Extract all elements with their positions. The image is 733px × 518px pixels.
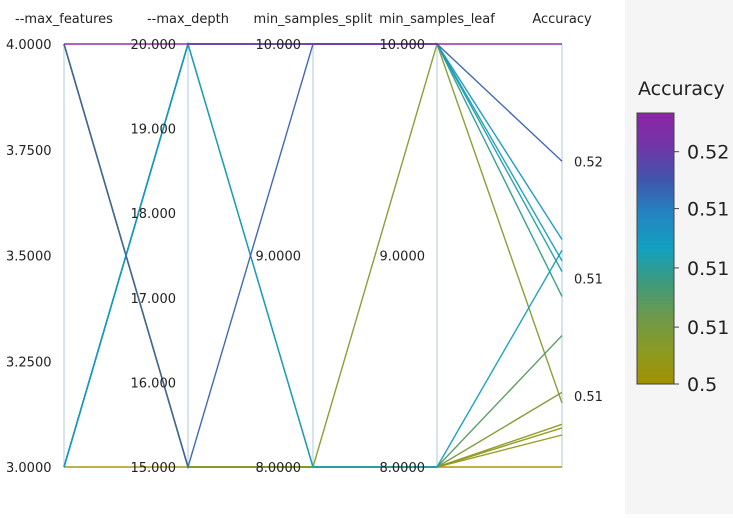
tick-label: 20.000 bbox=[131, 38, 177, 53]
colorbar-panel bbox=[625, 0, 733, 514]
tick-label: 17.000 bbox=[131, 292, 177, 307]
axis-title: min_samples_split bbox=[254, 12, 373, 27]
parallel-coordinates-svg: --max_features --max_depth min_samples_spl… bbox=[6, 12, 603, 476]
tick-label: 9.0000 bbox=[380, 250, 426, 265]
tick-label: 3.2500 bbox=[6, 355, 52, 370]
axis-title: --max_features bbox=[15, 12, 113, 27]
tick-label: 8.0000 bbox=[380, 461, 426, 476]
tick-label: 0.51 bbox=[574, 390, 603, 405]
tick-label: 3.5000 bbox=[6, 250, 52, 265]
tick-label: 10.000 bbox=[380, 38, 426, 53]
tick-label: 4.0000 bbox=[6, 38, 52, 53]
tick-label: 16.000 bbox=[131, 376, 177, 391]
tick-label: 3.0000 bbox=[6, 461, 52, 476]
axis-title: Accuracy bbox=[532, 12, 592, 27]
tick-label: 8.0000 bbox=[256, 461, 302, 476]
tick-label: 0.51 bbox=[574, 273, 603, 288]
tick-label: 15.000 bbox=[131, 461, 177, 476]
parallel-coordinates-plot: --max_features --max_depth min_samples_spl… bbox=[6, 12, 603, 476]
tick-label: 18.000 bbox=[131, 207, 177, 222]
axis-title: --max_depth bbox=[147, 12, 229, 27]
tick-label: 9.0000 bbox=[256, 250, 302, 265]
tick-label: 0.52 bbox=[574, 155, 603, 170]
tick-label: 19.000 bbox=[131, 123, 177, 138]
tick-label: 3.7500 bbox=[6, 144, 52, 159]
tick-label: 10.000 bbox=[256, 38, 302, 53]
axis-title: min_samples_leaf bbox=[379, 12, 495, 27]
